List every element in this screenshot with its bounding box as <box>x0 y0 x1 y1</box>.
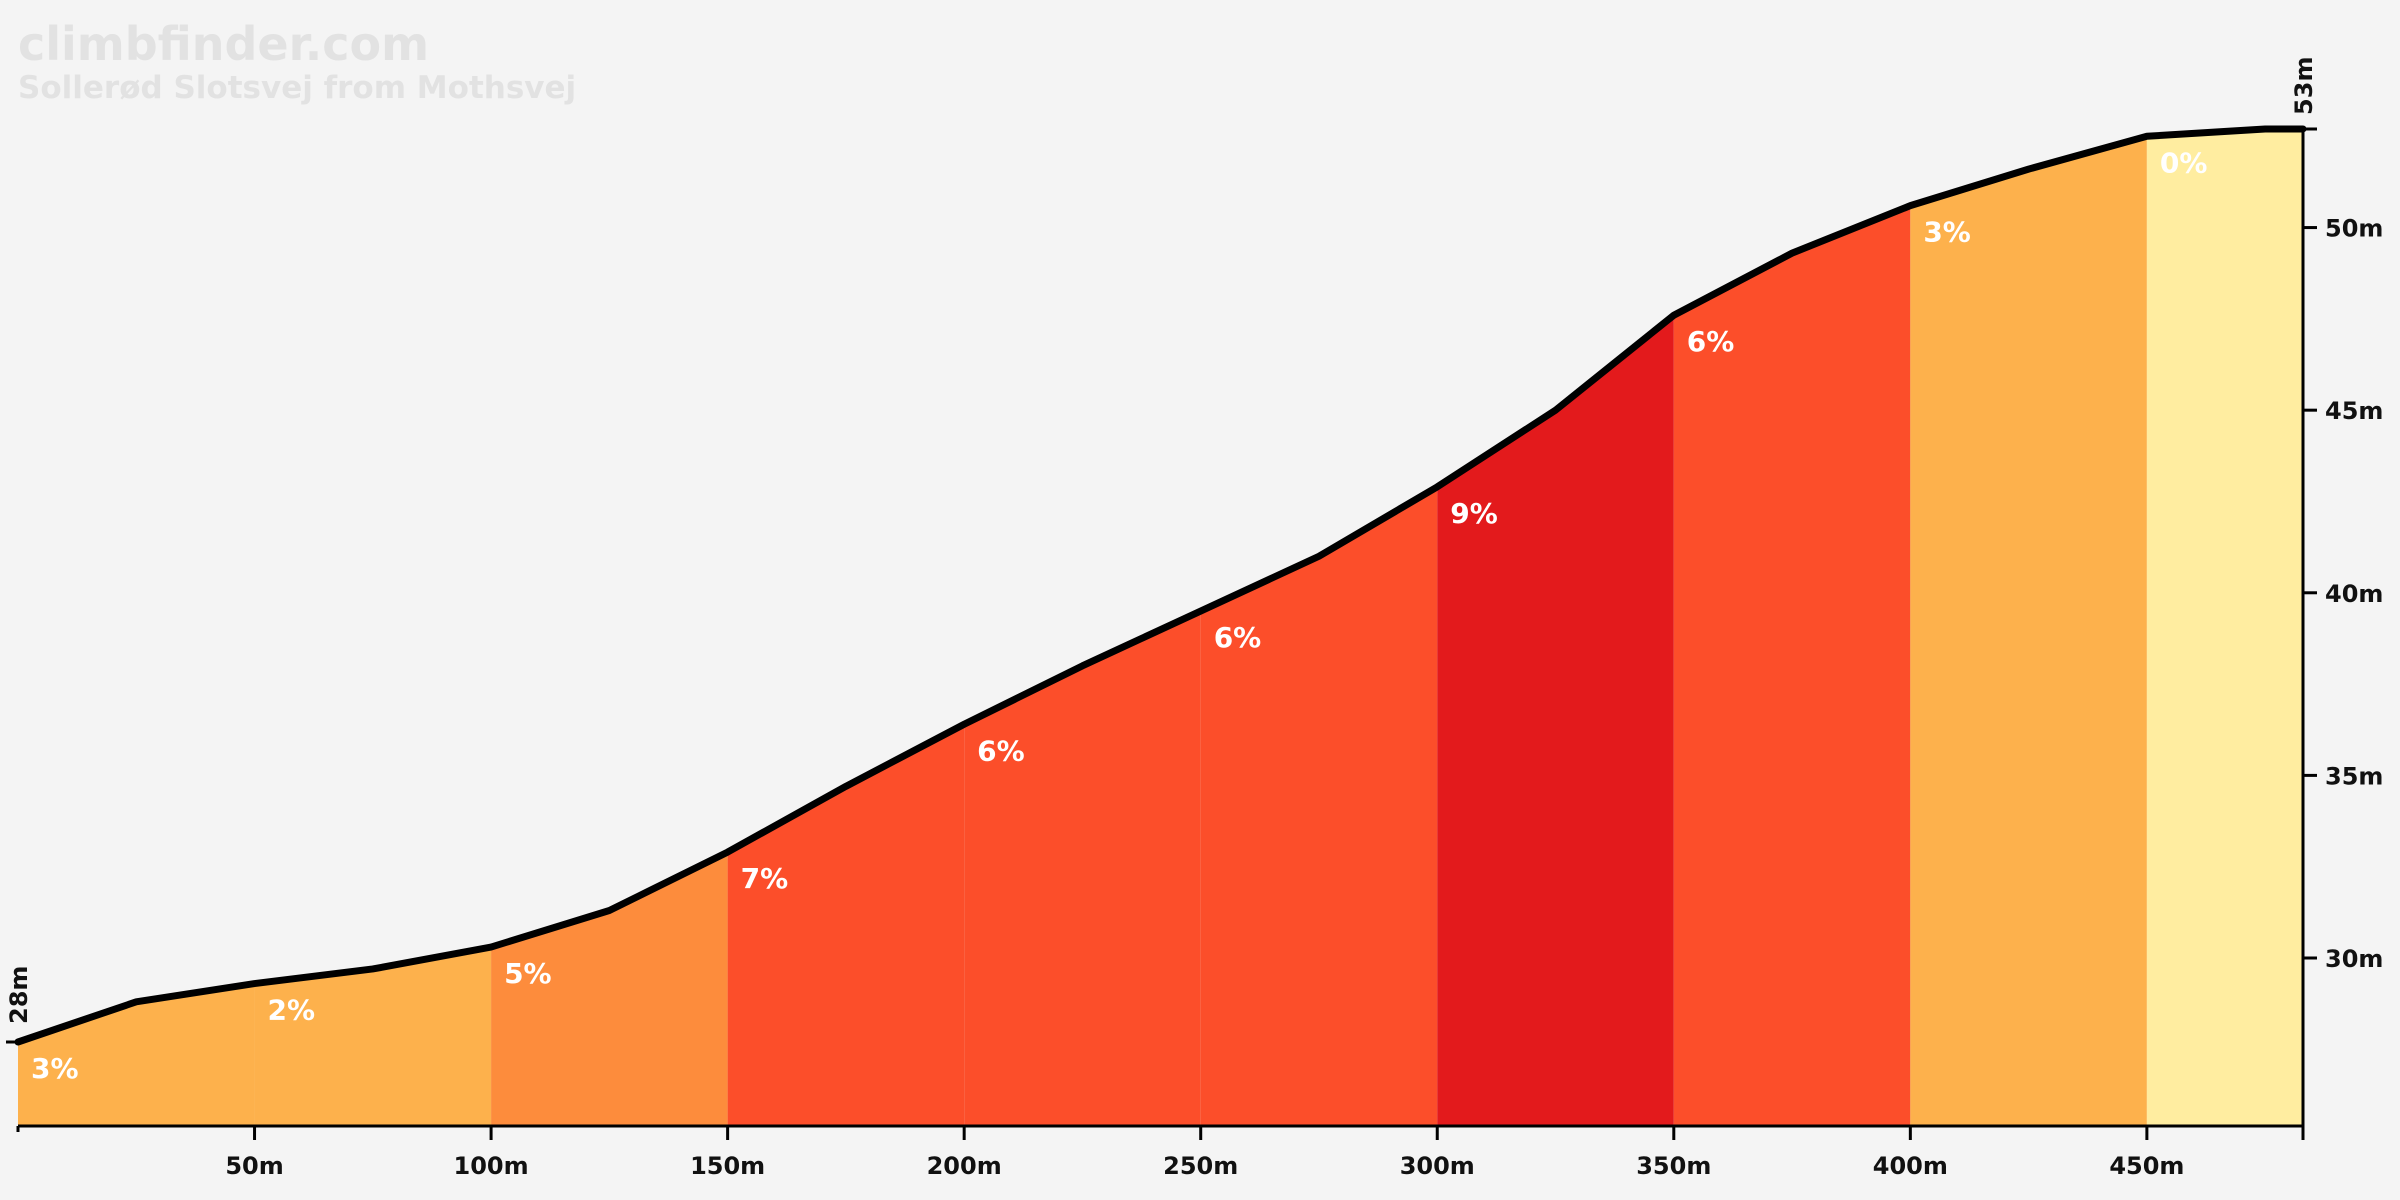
segment-fill <box>1437 315 1674 1126</box>
segment-fill <box>964 611 1201 1126</box>
segment-fill <box>254 947 492 1126</box>
x-tick-label: 200m <box>927 1152 1002 1180</box>
grade-labels: 3% 2% 5% 7% 6% 6% 9% 6% 3% 0% <box>31 146 2207 1085</box>
segment-fill <box>491 852 728 1126</box>
grade-label: 0% <box>2160 146 2208 179</box>
segment-fill <box>18 983 255 1126</box>
grade-label: 3% <box>1923 216 1971 249</box>
grade-label: 9% <box>1450 497 1498 530</box>
grade-label: 2% <box>268 994 316 1027</box>
grade-label: 5% <box>504 957 552 990</box>
grade-label: 6% <box>1214 621 1262 654</box>
profile-line <box>14 125 2307 1046</box>
y-tick-label: 50m <box>2325 215 2383 243</box>
start-elevation-label: 28m <box>5 966 33 1024</box>
y-tick-label: 45m <box>2325 397 2383 425</box>
x-tick-label: 300m <box>1400 1152 1475 1180</box>
x-tick-label: 50m <box>225 1152 283 1180</box>
segment-fill <box>1200 486 1438 1126</box>
profile-line-group <box>14 125 2307 1046</box>
grade-label: 6% <box>977 734 1025 767</box>
x-tick-label: 350m <box>1636 1152 1711 1180</box>
x-tick-label: 250m <box>1163 1152 1238 1180</box>
y-tick-label: 30m <box>2325 945 2383 973</box>
x-tick-label: 450m <box>2109 1152 2184 1180</box>
segment-fill <box>1673 205 1911 1127</box>
grade-label: 3% <box>31 1052 79 1085</box>
end-elevation-label: 53m <box>2290 57 2318 115</box>
segment-fill <box>2146 128 2303 1126</box>
x-tick-label: 400m <box>1873 1152 1948 1180</box>
y-tick-label: 35m <box>2325 762 2383 790</box>
axes: 50m 100m 150m 200m 250m 300m 350m 400m 450m 30m 35… <box>5 57 2383 1180</box>
climb-title: Sollerød Slotsvej from Mothsvej <box>18 70 576 106</box>
grade-label: 6% <box>1687 325 1735 358</box>
segment-fill <box>1910 136 2147 1126</box>
segment-fill <box>727 724 965 1126</box>
x-tick-label: 100m <box>454 1152 529 1180</box>
gradient-segments <box>18 128 2303 1127</box>
x-tick-label: 150m <box>690 1152 765 1180</box>
site-watermark: climbfinder.com <box>18 17 429 71</box>
grade-label: 7% <box>741 862 789 895</box>
y-tick-label: 40m <box>2325 580 2383 608</box>
